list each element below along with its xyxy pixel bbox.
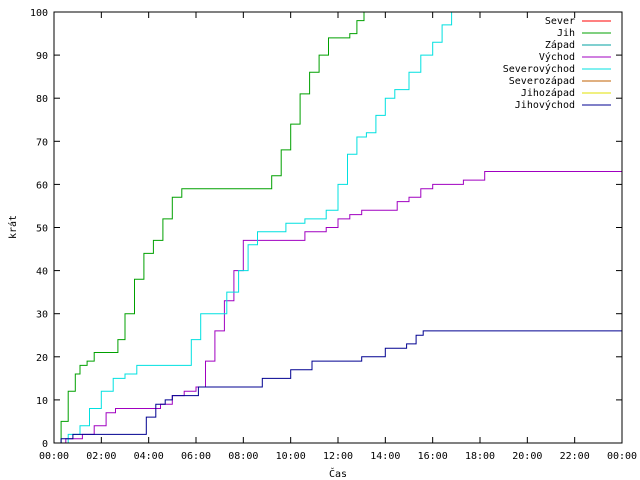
- x-tick-label: 22:00: [560, 451, 590, 462]
- x-tick-label: 20:00: [512, 451, 542, 462]
- y-axis-label: krát: [7, 215, 19, 239]
- y-tick-label: 40: [36, 267, 48, 278]
- y-tick-label: 70: [36, 137, 48, 148]
- y-tick-label: 100: [30, 8, 48, 19]
- x-tick-label: 14:00: [370, 451, 400, 462]
- series-line-1: [54, 12, 365, 444]
- legend-label: Severozápad: [509, 75, 575, 87]
- legend-label: Sever: [545, 16, 575, 27]
- x-tick-label: 02:00: [86, 451, 116, 462]
- y-tick-label: 80: [36, 94, 48, 105]
- plot-frame: [53, 11, 623, 444]
- legend-label: Jihozápad: [521, 87, 575, 99]
- series-lines: [54, 12, 623, 444]
- y-tick-label: 50: [36, 224, 48, 235]
- legend: SeverJihZápadVýchodSeverovýchodSeverozáp…: [503, 16, 611, 111]
- x-tick-label: 16:00: [418, 451, 448, 462]
- y-tick-label: 30: [36, 310, 48, 321]
- legend-label: Západ: [545, 39, 575, 51]
- legend-label: Východ: [539, 51, 575, 63]
- legend-label: Jihovýchod: [515, 99, 575, 111]
- x-tick-label: 00:00: [39, 451, 69, 462]
- legend-label: Severovýchod: [503, 63, 575, 75]
- series-line-3: [54, 167, 623, 444]
- x-tick-label: 04:00: [134, 451, 164, 462]
- x-tick-label: 00:00: [607, 451, 637, 462]
- x-tick-label: 10:00: [276, 451, 306, 462]
- x-axis-label: Čas: [329, 467, 347, 480]
- y-tick-label: 0: [42, 439, 48, 450]
- x-tick-label: 06:00: [181, 451, 211, 462]
- x-tick-label: 18:00: [465, 451, 495, 462]
- y-tick-label: 90: [36, 51, 48, 62]
- y-tick-label: 10: [36, 396, 48, 407]
- x-tick-label: 08:00: [228, 451, 258, 462]
- series-line-4: [54, 12, 453, 444]
- legend-label: Jih: [557, 28, 575, 39]
- y-tick-label: 60: [36, 180, 48, 191]
- y-tick-label: 20: [36, 353, 48, 364]
- x-tick-label: 12:00: [323, 451, 353, 462]
- series-line-7: [54, 330, 622, 444]
- axes: 0 10 20 30 40 50 60 70 80 90 100 00:00 02:00 04:00 06:…: [30, 8, 637, 462]
